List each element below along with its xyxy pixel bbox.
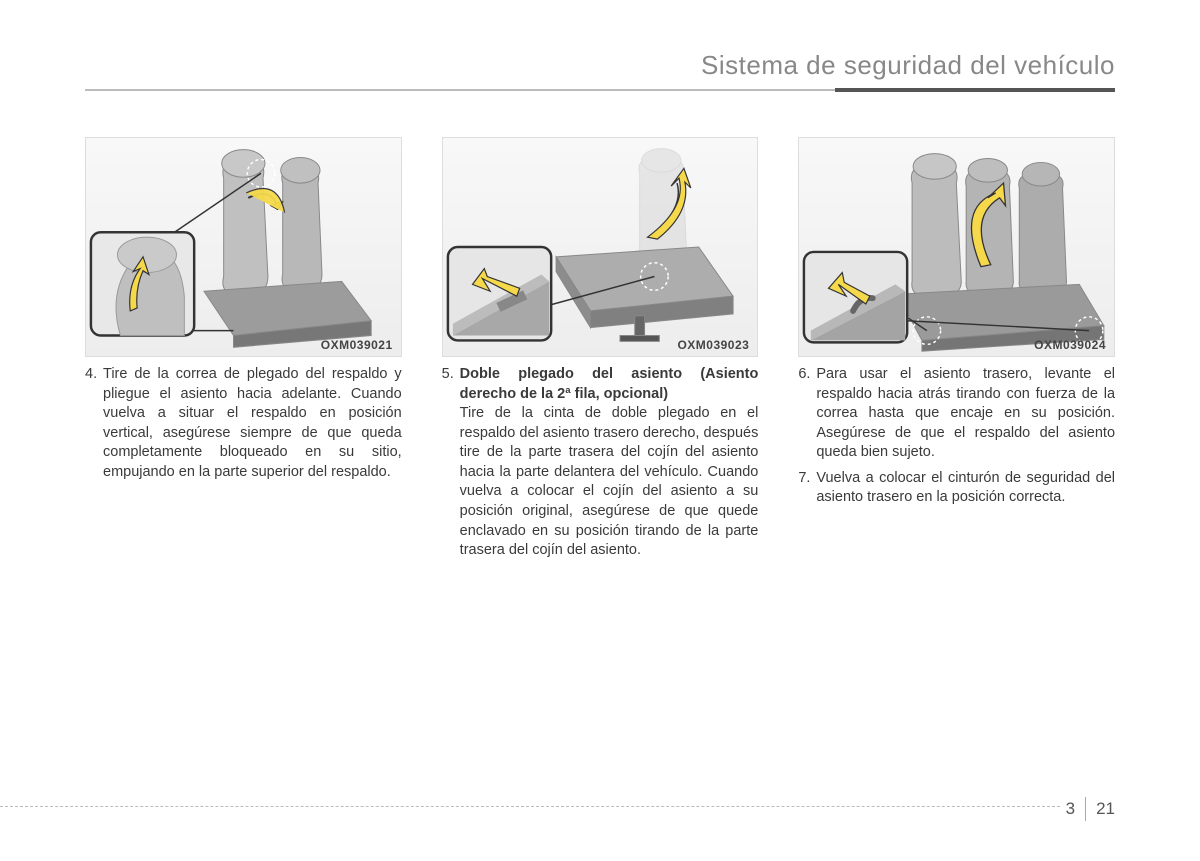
figure-1: OXM039021 xyxy=(85,137,402,357)
step-text: Vuelva a colocar el cinturón de segurida… xyxy=(816,469,1115,508)
step-text: Tire de la correa de plegado del respald… xyxy=(103,365,402,482)
section-title: Sistema de seguridad del vehículo xyxy=(85,50,1115,81)
manual-page: Sistema de seguridad del vehículo xyxy=(0,0,1200,861)
page-number: 21 xyxy=(1096,799,1115,819)
footer-separator xyxy=(1085,797,1086,821)
step-item: 4. Tire de la correa de plegado del resp… xyxy=(85,365,402,482)
step-title: Doble plegado del asiento (Asiento derec… xyxy=(460,366,759,402)
figure-2: OXM039023 xyxy=(442,137,759,357)
header-rule xyxy=(85,89,1115,92)
step-text: Doble plegado del asiento (Asiento derec… xyxy=(460,365,759,561)
column-1: OXM039021 4. Tire de la correa de plegad… xyxy=(85,137,402,567)
figure-3: OXM039024 xyxy=(798,137,1115,357)
step-number: 4. xyxy=(85,365,103,482)
chapter-number: 3 xyxy=(1066,799,1075,819)
step-number: 6. xyxy=(798,365,816,463)
figure-code: OXM039023 xyxy=(677,338,749,352)
seat-fold-illustration xyxy=(86,138,401,356)
seat-raise-illustration xyxy=(799,138,1114,356)
step-body: Tire de la cinta de doble plegado en el … xyxy=(460,405,759,558)
column-3: OXM039024 6. Para usar el asiento traser… xyxy=(798,137,1115,567)
rule-segment xyxy=(85,89,835,91)
step-number: 7. xyxy=(798,469,816,508)
page-footer: 3 21 xyxy=(1066,797,1115,821)
step-item: 7. Vuelva a colocar el cinturón de segur… xyxy=(798,469,1115,508)
footer-guide xyxy=(0,806,1060,807)
step-text: Para usar el asiento trasero, levante el… xyxy=(816,365,1115,463)
content-columns: OXM039021 4. Tire de la correa de plegad… xyxy=(85,137,1115,567)
rule-segment xyxy=(835,88,1115,92)
step-item: 6. Para usar el asiento trasero, levante… xyxy=(798,365,1115,463)
step-number: 5. xyxy=(442,365,460,561)
step-item: 5. Doble plegado del asiento (Asiento de… xyxy=(442,365,759,561)
figure-code: OXM039021 xyxy=(321,338,393,352)
page-header: Sistema de seguridad del vehículo xyxy=(85,50,1115,81)
figure-code: OXM039024 xyxy=(1034,338,1106,352)
column-2: OXM039023 5. Doble plegado del asiento (… xyxy=(442,137,759,567)
seat-double-fold-illustration xyxy=(443,138,758,356)
